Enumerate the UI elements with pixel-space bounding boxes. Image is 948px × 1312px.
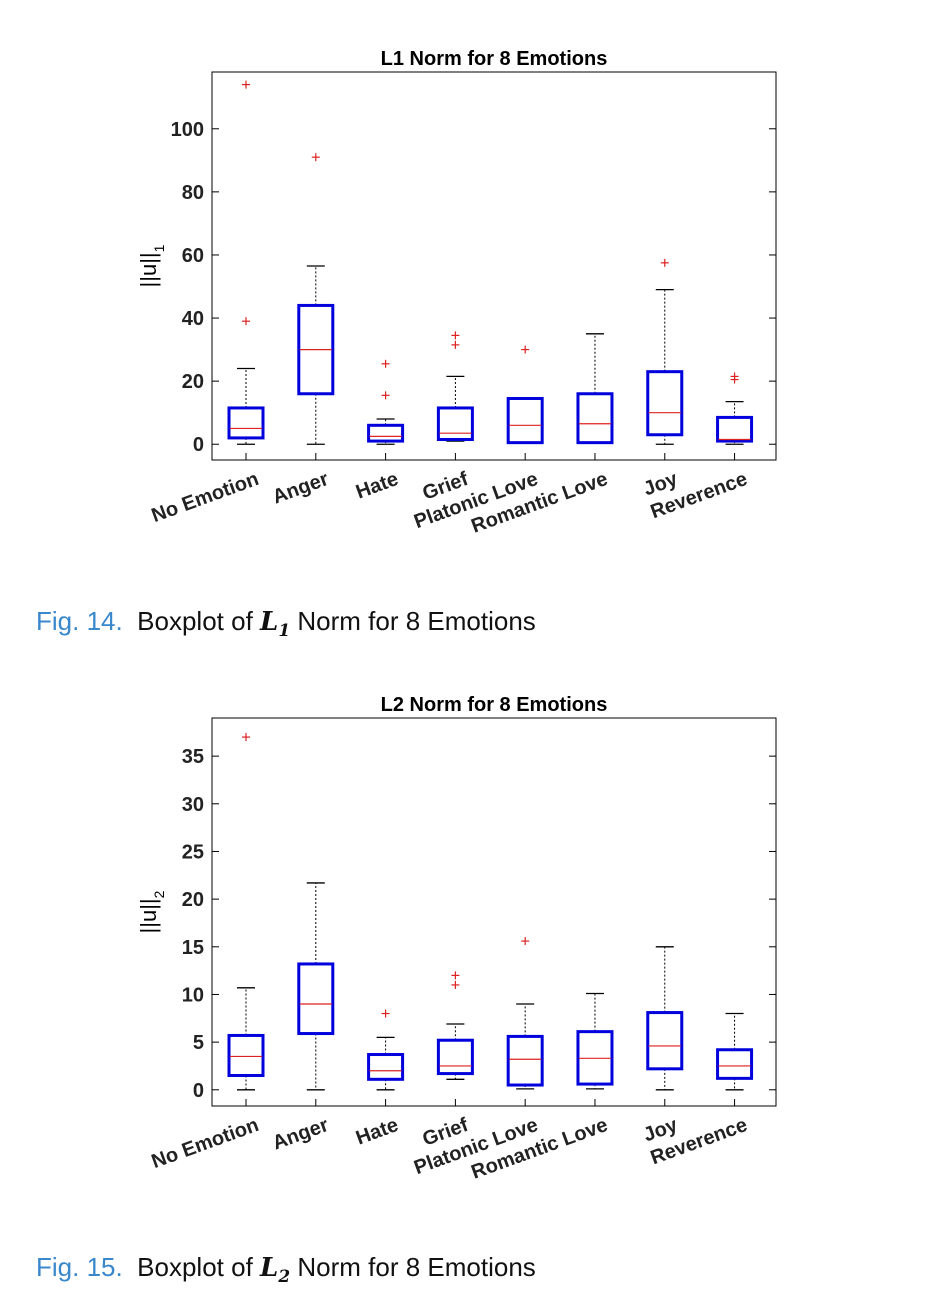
y-tick-label: 35 [182, 746, 204, 768]
y-tick-label: 80 [182, 182, 204, 204]
x-tick-label: Hate [353, 1114, 401, 1150]
x-tick-label: Hate [353, 468, 401, 504]
box [716, 1048, 754, 1080]
caption-text-pre: Boxplot of [137, 606, 261, 636]
caption-text-post: Norm for 8 Emotions [290, 1252, 536, 1282]
box [716, 415, 754, 443]
y-tick-label: 100 [171, 119, 204, 141]
x-tick-label: Anger [270, 468, 332, 509]
chart-title: L2 Norm for 8 Emotions [381, 694, 608, 716]
caption-text-post: Norm for 8 Emotions [290, 606, 536, 636]
y-tick-label: 5 [193, 1032, 204, 1054]
figure-label: Fig. 15. [36, 1252, 123, 1282]
y-axis-label: ||u||1 [136, 244, 167, 287]
figure-caption: Fig. 14. Boxplot of L1 Norm for 8 Emotio… [36, 606, 536, 641]
box [506, 396, 544, 445]
box [506, 1034, 544, 1087]
box [297, 962, 335, 1036]
y-tick-label: 60 [182, 245, 204, 267]
figure-14: L1 Norm for 8 Emotions 0 20 40 60 80 100 ||u||1… [0, 0, 948, 650]
box [227, 1033, 265, 1077]
box [436, 406, 474, 441]
box [436, 1038, 474, 1076]
figure-15: L2 Norm for 8 Emotions 0 5 10 15 20 25 30 35 ||u|… [0, 646, 948, 1312]
plot-frame [211, 717, 777, 1107]
x-tick-label: Anger [270, 1114, 332, 1155]
box [297, 303, 335, 396]
l1-norm-boxplot: L1 Norm for 8 Emotions 0 20 40 60 80 100 ||u||1… [136, 48, 777, 538]
box [576, 392, 614, 445]
figure-caption: Fig. 15. Boxplot of L2 Norm for 8 Emotio… [36, 1252, 536, 1287]
caption-text-pre: Boxplot of [137, 1252, 261, 1282]
plot-frame [211, 71, 777, 461]
y-tick-label: 10 [182, 984, 204, 1006]
box [646, 1011, 684, 1071]
chart-title: L1 Norm for 8 Emotions [381, 48, 608, 70]
y-tick-label: 20 [182, 889, 204, 911]
caption-math: L2 [260, 1253, 291, 1288]
y-tick-label: 20 [182, 371, 204, 393]
figure-label: Fig. 14. [36, 606, 123, 636]
box [367, 1053, 405, 1081]
x-tick-label: No Emotion [149, 468, 262, 527]
y-tick-label: 30 [182, 794, 204, 816]
y-tick-label: 25 [182, 841, 204, 863]
y-tick-label: 40 [182, 308, 204, 330]
y-tick-label: 0 [193, 1080, 204, 1102]
box [646, 370, 684, 437]
l2-norm-boxplot: L2 Norm for 8 Emotions 0 5 10 15 20 25 30 35 ||u|… [136, 694, 777, 1184]
y-tick-label: 15 [182, 937, 204, 959]
box [367, 423, 405, 443]
caption-math: L1 [260, 607, 291, 642]
box [576, 1030, 614, 1086]
y-tick-label: 0 [193, 434, 204, 456]
y-axis-label: ||u||2 [136, 890, 167, 933]
x-tick-label: No Emotion [149, 1114, 262, 1173]
box [227, 406, 265, 440]
